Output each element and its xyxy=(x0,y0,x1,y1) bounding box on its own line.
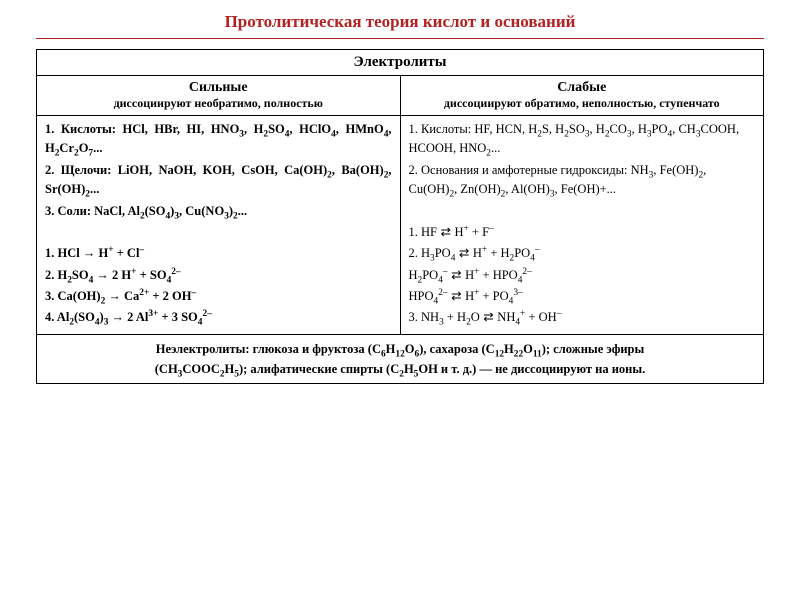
txt: Неэлектролиты: глюкоза и фруктоза (C xyxy=(156,342,381,356)
txt: , Fe(OH)+... xyxy=(555,182,617,196)
txt: PO xyxy=(514,246,530,260)
txt: + HPO xyxy=(479,268,517,282)
txt: → 2 H xyxy=(93,268,131,282)
txt: 1. HCl → H xyxy=(45,246,108,260)
txt: ... xyxy=(93,141,102,155)
txt: H xyxy=(470,246,482,260)
txt: 2. Щелочи: LiOH, NaOH, KOH, CsOH, Ca(OH) xyxy=(45,163,327,177)
txt: PO xyxy=(435,246,451,260)
txt: NH xyxy=(494,310,515,324)
col-header-weak: Слабые диссоциируют обратимо, неполность… xyxy=(400,76,764,116)
txt: 1. Кислоты: HCl, HBr, HI, HNO xyxy=(45,122,239,136)
txt: + F xyxy=(469,225,489,239)
txt: 3. NH xyxy=(409,310,440,324)
txt: + OH xyxy=(525,310,556,324)
txt: ); сложные эфиры xyxy=(542,342,645,356)
revers-icon: ⇄ xyxy=(440,223,451,242)
table-header: Электролиты xyxy=(37,50,764,76)
txt: , Cu(NO xyxy=(179,204,224,218)
txt: H xyxy=(225,362,235,376)
txt: , Zn(OH) xyxy=(454,182,501,196)
txt: O xyxy=(405,342,415,356)
txt: H xyxy=(504,342,514,356)
txt: ... xyxy=(491,141,500,155)
weak-title: Слабые xyxy=(409,80,756,96)
txt: Cr xyxy=(59,141,74,155)
txt: ), сахароза (C xyxy=(419,342,495,356)
txt: O xyxy=(471,310,483,324)
txt: + 2 OH xyxy=(149,289,191,303)
txt: ... xyxy=(90,182,99,196)
txt: , CH xyxy=(672,122,696,136)
txt: CO xyxy=(610,122,627,136)
txt: 3. Ca(OH) xyxy=(45,289,101,303)
electrolytes-table: Электролиты Сильные диссоциируют необрат… xyxy=(36,49,764,384)
txt: (CH xyxy=(155,362,178,376)
txt: 2. H xyxy=(409,246,431,260)
page-title: Протолитическая теория кислот и основани… xyxy=(36,12,764,32)
non-electrolytes: Неэлектролиты: глюкоза и фруктоза (C6H12… xyxy=(37,334,764,383)
txt: H xyxy=(451,225,463,239)
txt: + 3 SO xyxy=(158,310,197,324)
revers-icon: ⇄ xyxy=(483,308,494,327)
txt: , Ba(OH) xyxy=(332,163,384,177)
title-rule xyxy=(36,38,764,39)
txt: PO xyxy=(652,122,668,136)
txt: + PO xyxy=(479,289,508,303)
txt: → 2 Al xyxy=(108,310,148,324)
txt: 2. H xyxy=(45,268,67,282)
weak-examples: 1. Кислоты: HF, HCN, H2S, H2SO3, H2CO3, … xyxy=(400,116,764,335)
txt: O xyxy=(79,141,89,155)
strong-title: Сильные xyxy=(45,80,392,96)
txt: ); алифатические спирты (C xyxy=(239,362,399,376)
txt: COOC xyxy=(182,362,220,376)
revers-icon: ⇄ xyxy=(459,244,470,263)
revers-icon: ⇄ xyxy=(451,266,462,285)
txt: 4. Al xyxy=(45,310,69,324)
slide: Протолитическая теория кислот и основани… xyxy=(0,0,800,600)
txt: (SO xyxy=(74,310,95,324)
txt: H xyxy=(462,289,474,303)
txt: , Al(OH) xyxy=(505,182,549,196)
txt: H xyxy=(386,342,396,356)
txt: OH и т. д.) — не диссоциируют на ионы. xyxy=(418,362,645,376)
strong-examples: 1. Кислоты: HCl, HBr, HI, HNO3, H2SO4, H… xyxy=(37,116,401,335)
txt: , H xyxy=(632,122,647,136)
txt: , HClO xyxy=(289,122,331,136)
txt: + Cl xyxy=(114,246,140,260)
txt: H xyxy=(409,268,418,282)
revers-icon: ⇄ xyxy=(451,287,462,306)
txt: , Fe(OH) xyxy=(653,163,698,177)
txt: + H xyxy=(487,246,509,260)
txt: + H xyxy=(444,310,466,324)
txt: 1. Кислоты: HF, HCN, H xyxy=(409,122,538,136)
txt: + SO xyxy=(137,268,167,282)
txt: H xyxy=(404,362,414,376)
txt: 1. HF xyxy=(409,225,441,239)
txt: , HMnO xyxy=(336,122,384,136)
txt: , H xyxy=(244,122,263,136)
txt: (SO xyxy=(145,204,166,218)
strong-subtitle: диссоциируют необратимо, полностью xyxy=(45,96,392,111)
txt: SO xyxy=(268,122,285,136)
txt: 3. Соли: NaCl, Al xyxy=(45,204,140,218)
weak-subtitle: диссоциируют обратимо, неполностью, ступ… xyxy=(409,96,756,111)
txt: PO xyxy=(422,268,438,282)
col-header-strong: Сильные диссоциируют необратимо, полност… xyxy=(37,76,401,116)
txt: SO xyxy=(569,122,585,136)
txt: → Ca xyxy=(105,289,139,303)
txt: , H xyxy=(590,122,605,136)
txt: O xyxy=(523,342,533,356)
txt: 2. Основания и амфотерные гидроксиды: NH xyxy=(409,163,649,177)
txt: H xyxy=(462,268,474,282)
txt: SO xyxy=(72,268,89,282)
txt: HPO xyxy=(409,289,434,303)
txt: S, H xyxy=(542,122,564,136)
txt: ... xyxy=(238,204,247,218)
